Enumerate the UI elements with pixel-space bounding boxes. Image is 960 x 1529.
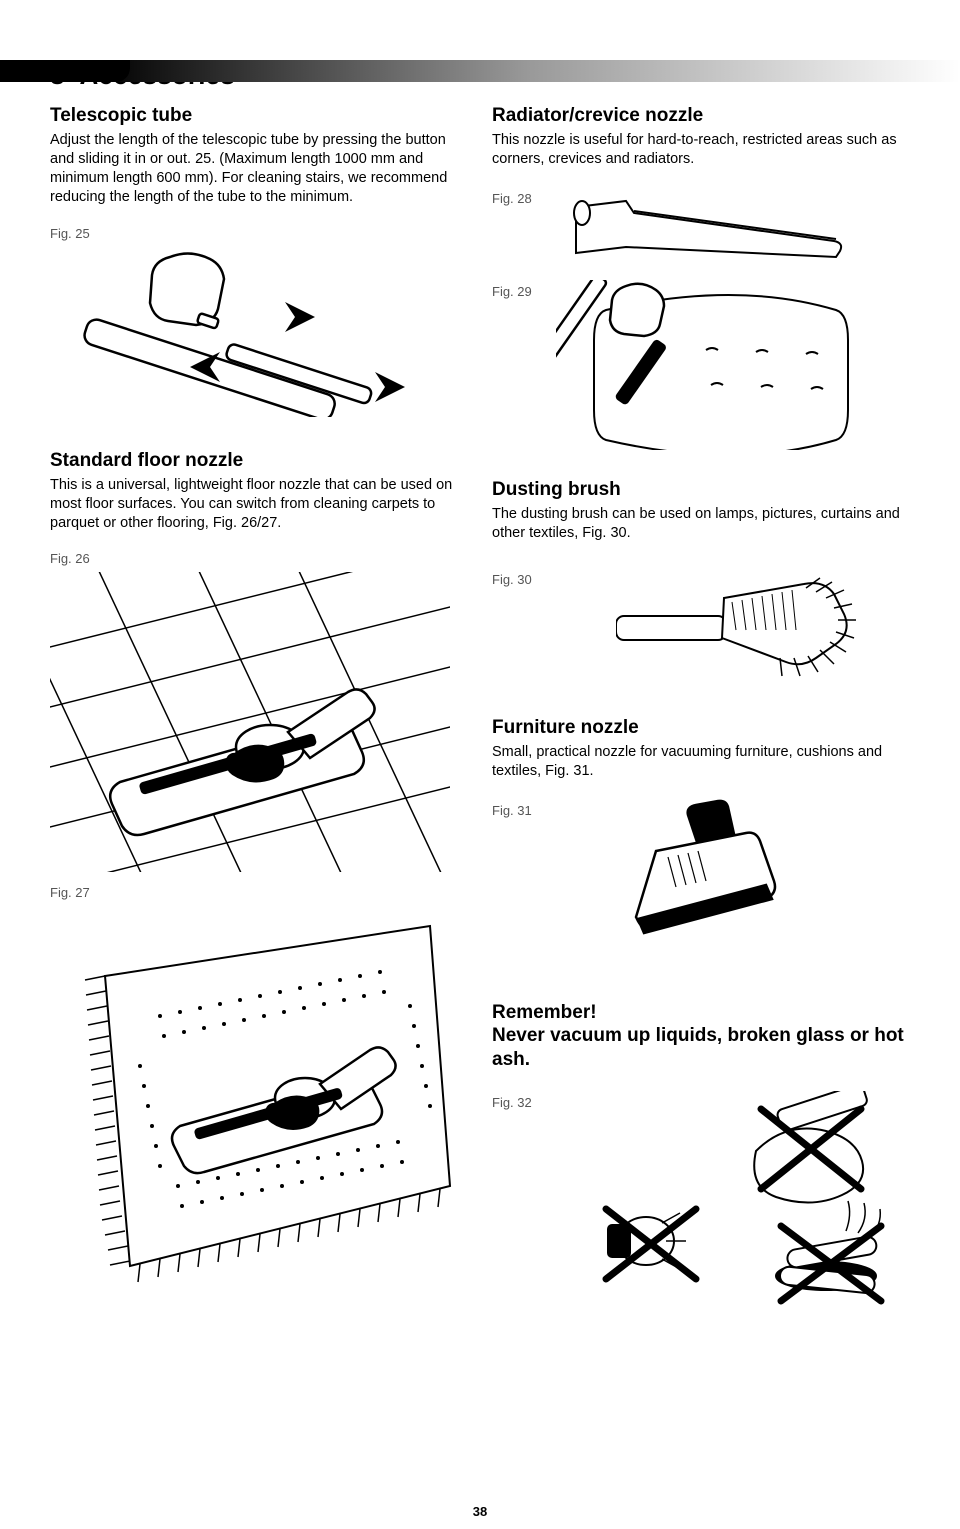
crevice-block: Radiator/crevice nozzle This nozzle is u… — [492, 105, 910, 169]
fig27-label: Fig. 27 — [50, 885, 468, 900]
fig30-row: Fig. 30 — [492, 568, 910, 691]
telescopic-tube-block: Telescopic tube Adjust the length of the… — [50, 105, 468, 208]
fig31-row: Fig. 31 — [492, 799, 910, 952]
header-tab-notch — [40, 60, 130, 82]
furniture-body: Small, practical nozzle for vacuuming fu… — [492, 743, 910, 781]
fig25-illustration — [50, 247, 468, 420]
fig31-illustration — [606, 799, 786, 952]
fig26-label: Fig. 26 — [50, 551, 468, 566]
furniture-block: Furniture nozzle Small, practical nozzle… — [492, 717, 910, 781]
manual-page: 8 Accessories Telescopic tube Adjust the… — [0, 60, 960, 1529]
crevice-heading: Radiator/crevice nozzle — [492, 105, 910, 127]
fig32-row: Fig. 32 — [492, 1091, 910, 1314]
floor-nozzle-heading: Standard floor nozzle — [50, 450, 468, 472]
crevice-body: This nozzle is useful for hard-to-reach,… — [492, 131, 910, 169]
fig32-illustration — [586, 1091, 906, 1314]
fig30-illustration — [616, 568, 856, 691]
fig29-illustration — [556, 280, 866, 453]
fig29-label: Fig. 29 — [492, 284, 544, 299]
telescopic-heading: Telescopic tube — [50, 105, 468, 127]
fig27-illustration — [50, 906, 468, 1289]
dusting-heading: Dusting brush — [492, 479, 910, 501]
fig28-row: Fig. 28 — [492, 187, 910, 270]
floor-nozzle-body: This is a universal, lightweight floor n… — [50, 476, 468, 533]
page-number: 38 — [0, 1504, 960, 1519]
furniture-heading: Furniture nozzle — [492, 717, 910, 739]
fig31-label: Fig. 31 — [492, 803, 544, 818]
dusting-body: The dusting brush can be used on lamps, … — [492, 505, 910, 543]
page-header-gradient — [0, 60, 960, 82]
fig28-illustration — [556, 187, 856, 270]
floor-nozzle-block: Standard floor nozzle This is a universa… — [50, 450, 468, 533]
fig26-illustration — [50, 572, 468, 875]
left-column: Telescopic tube Adjust the length of the… — [50, 105, 468, 1314]
telescopic-body: Adjust the length of the telescopic tube… — [50, 131, 468, 208]
fig28-label: Fig. 28 — [492, 191, 544, 206]
fig32-label: Fig. 32 — [492, 1095, 544, 1110]
fig25-label: Fig. 25 — [50, 226, 468, 241]
fig30-label: Fig. 30 — [492, 572, 544, 587]
content-columns: Telescopic tube Adjust the length of the… — [50, 105, 910, 1314]
fig29-row: Fig. 29 — [492, 280, 910, 453]
remember-block: Remember! Never vacuum up liquids, broke… — [492, 1002, 910, 1073]
remember-heading: Remember! — [492, 1002, 910, 1024]
remember-body: Never vacuum up liquids, broken glass or… — [492, 1024, 910, 1073]
right-column: Radiator/crevice nozzle This nozzle is u… — [492, 105, 910, 1314]
dusting-block: Dusting brush The dusting brush can be u… — [492, 479, 910, 543]
